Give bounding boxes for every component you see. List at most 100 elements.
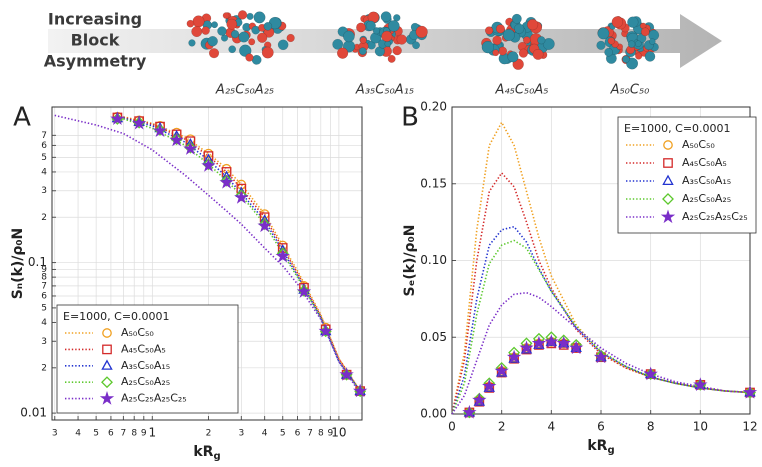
bead <box>191 26 203 38</box>
banner-label: A₂₅C₅₀A₂₅ <box>215 83 274 98</box>
bead <box>237 10 248 20</box>
marker <box>131 115 147 130</box>
bead <box>257 32 268 43</box>
marker <box>152 123 168 137</box>
x-axis-title-sub: g <box>213 451 220 462</box>
bead <box>498 46 508 56</box>
legend-label: A₂₅C₅₀A₂₅ <box>682 192 731 205</box>
banner-title: Asymmetry <box>44 52 147 71</box>
y-tick-label: 4 <box>41 318 47 328</box>
banner-title: Block <box>71 31 120 50</box>
bead <box>387 54 396 63</box>
x-tick-label: 7 <box>307 429 313 439</box>
x-tick-label: 4 <box>548 420 556 434</box>
chart: 0 2 4 6 8 10 12 0.00 0.05 0.10 0.15 0.20 kRg Sₑ(k)/ρ₀… <box>401 100 758 457</box>
bead <box>492 35 502 46</box>
bead <box>220 34 229 42</box>
bead <box>228 45 237 54</box>
y-tick-label: 0.15 <box>420 176 447 190</box>
plot-frame <box>451 106 751 415</box>
bead <box>507 51 519 63</box>
bead <box>392 45 402 56</box>
bead <box>226 18 238 30</box>
marker <box>318 323 333 338</box>
legend-label: A₃₅C₅₀A₁₅ <box>682 174 731 187</box>
bead <box>387 20 400 32</box>
legend-marker <box>102 344 112 355</box>
y-tick-label: 0.00 <box>420 407 447 421</box>
x-tick-label: 12 <box>742 420 757 434</box>
legend-marker <box>102 328 112 338</box>
legend-label: A₄₅C₅₀A₅ <box>121 342 166 355</box>
bead <box>604 47 613 57</box>
legend-label: A₅₀C₅₀ <box>121 326 154 339</box>
bead <box>492 49 500 57</box>
bead <box>596 40 606 50</box>
legend-marker <box>101 376 113 389</box>
x-tick-label: 0 <box>448 420 456 434</box>
marker <box>154 124 166 136</box>
bead <box>522 36 531 44</box>
marker <box>169 132 184 147</box>
bead <box>222 12 230 19</box>
marker <box>202 158 215 171</box>
legend-marker <box>660 209 676 224</box>
legend-label: A₂₅C₂₅A₂₅C₂₅ <box>121 392 187 405</box>
marker <box>593 349 609 364</box>
bead <box>201 26 210 35</box>
marker <box>568 340 584 355</box>
bead <box>239 44 252 57</box>
bead <box>261 46 274 59</box>
x-tick-label: 9 <box>327 429 333 439</box>
y-tick-label: 2 <box>41 363 47 373</box>
y-axis-title: Sₙ(k)/ρ₀N <box>10 228 26 300</box>
series-line <box>123 116 361 392</box>
bead <box>188 39 196 47</box>
bead <box>396 34 407 45</box>
legend-marker <box>663 158 673 168</box>
bead <box>644 51 656 62</box>
x-tick-label: 5 <box>280 429 286 439</box>
x-tick-label: 9 <box>141 429 147 439</box>
x-axis-title-part: kR <box>587 438 607 454</box>
bead <box>412 41 420 50</box>
molecules <box>186 10 660 70</box>
bead <box>622 55 630 64</box>
bead <box>636 33 647 44</box>
x-tick-label: 10 <box>331 426 346 440</box>
bead <box>263 21 273 31</box>
bead <box>238 31 250 43</box>
bead <box>246 12 254 20</box>
marker <box>258 218 271 231</box>
y-tick-label: 9 <box>41 265 47 275</box>
marker <box>595 349 607 362</box>
bead <box>365 20 376 31</box>
marker <box>298 284 310 297</box>
y-tick-label: 0.01 <box>20 406 47 420</box>
banner-label: A₃₅C₅₀A₁₅ <box>355 83 414 98</box>
marker <box>110 111 125 126</box>
y-tick-label: 5 <box>41 303 47 313</box>
legend-title: E=1000, C=0.0001 <box>63 310 170 323</box>
bead <box>192 15 205 28</box>
marker <box>234 190 249 204</box>
y-tick-label: 6 <box>41 291 47 301</box>
x-tick-label: 6 <box>295 429 301 439</box>
bead <box>380 11 392 23</box>
bead <box>607 37 616 45</box>
marker <box>201 158 216 172</box>
x-tick-label: 7 <box>121 429 127 439</box>
x-tick-label: 8 <box>318 429 324 439</box>
legend-label: A₃₅C₅₀A₁₅ <box>121 359 170 372</box>
series-line <box>451 291 751 415</box>
bead <box>514 23 525 34</box>
marker <box>184 141 197 154</box>
marker <box>462 404 477 419</box>
x-tick-label: 5 <box>93 429 99 439</box>
marker <box>693 377 708 391</box>
x-axis-title: kRg <box>587 438 614 456</box>
x-tick-label: 4 <box>262 429 268 439</box>
bead <box>286 33 295 43</box>
banner-label: A₄₅C₅₀A₅ <box>495 83 549 98</box>
x-tick-label: 4 <box>75 429 81 439</box>
